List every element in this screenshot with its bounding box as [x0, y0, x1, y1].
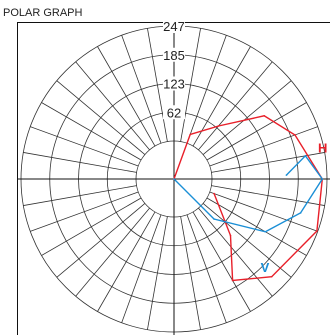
radial-tick-label: 62 — [167, 105, 181, 120]
radial-tick-label: 123 — [163, 77, 185, 92]
series-point-v — [173, 178, 175, 180]
grid-spoke — [202, 203, 292, 278]
grid-spoke — [97, 46, 156, 147]
series-point-h — [263, 115, 266, 117]
grid-spoke — [97, 211, 156, 312]
grid-spoke — [202, 80, 292, 155]
grid-spoke — [209, 191, 318, 232]
grid-spoke — [198, 207, 273, 297]
grid-spoke — [209, 126, 318, 167]
radial-tick-bg — [163, 47, 185, 62]
radial-tick-bg — [163, 76, 185, 91]
grid-spoke — [23, 185, 137, 206]
series-point-v — [285, 174, 288, 176]
grid-spoke — [186, 214, 227, 323]
series-point-h — [294, 134, 296, 136]
grid-spoke — [206, 197, 307, 256]
radial-tick-label: 185 — [163, 48, 185, 63]
radial-tick-bg — [163, 19, 185, 33]
grid-spoke — [180, 216, 201, 330]
series-point-h — [270, 275, 273, 278]
series-point-h — [213, 192, 215, 195]
series-point-v — [304, 155, 307, 157]
grid-spoke — [180, 28, 201, 142]
grid-spoke — [41, 102, 142, 161]
grid-spoke — [121, 35, 162, 144]
radial-tick-bg — [163, 105, 185, 120]
grid-spoke — [121, 214, 162, 323]
series-point-v — [264, 230, 267, 233]
radial-tick-label: 247 — [163, 19, 185, 34]
grid-spoke — [75, 61, 150, 151]
grid-spoke — [198, 61, 273, 151]
series-label-v: V — [261, 260, 270, 275]
grid-spoke — [30, 126, 139, 167]
grid-spoke — [147, 28, 168, 142]
series-point-h — [189, 133, 191, 136]
grid-spoke — [211, 185, 325, 206]
grid-spoke — [186, 35, 227, 144]
grid-spoke — [56, 203, 146, 278]
series-point-h — [217, 125, 220, 127]
series-point-v — [213, 218, 215, 220]
series-label-h: H — [318, 140, 327, 155]
series-point-h — [231, 279, 234, 282]
grid-spoke — [23, 152, 137, 173]
series-point-h — [229, 234, 232, 237]
series-point-v — [321, 178, 324, 180]
series-line-v — [173, 154, 324, 233]
grid-spoke — [206, 102, 307, 161]
grid-spoke — [192, 46, 251, 147]
grid-spoke — [75, 207, 150, 297]
grid-spoke — [41, 197, 142, 256]
grid-spoke — [147, 216, 168, 330]
grid-spoke — [192, 211, 251, 312]
chart-title: POLAR GRAPH — [3, 7, 83, 19]
series-point-h — [316, 230, 318, 232]
grid-spoke — [30, 191, 139, 232]
series-point-v — [299, 212, 302, 214]
grid-spoke — [56, 80, 146, 155]
